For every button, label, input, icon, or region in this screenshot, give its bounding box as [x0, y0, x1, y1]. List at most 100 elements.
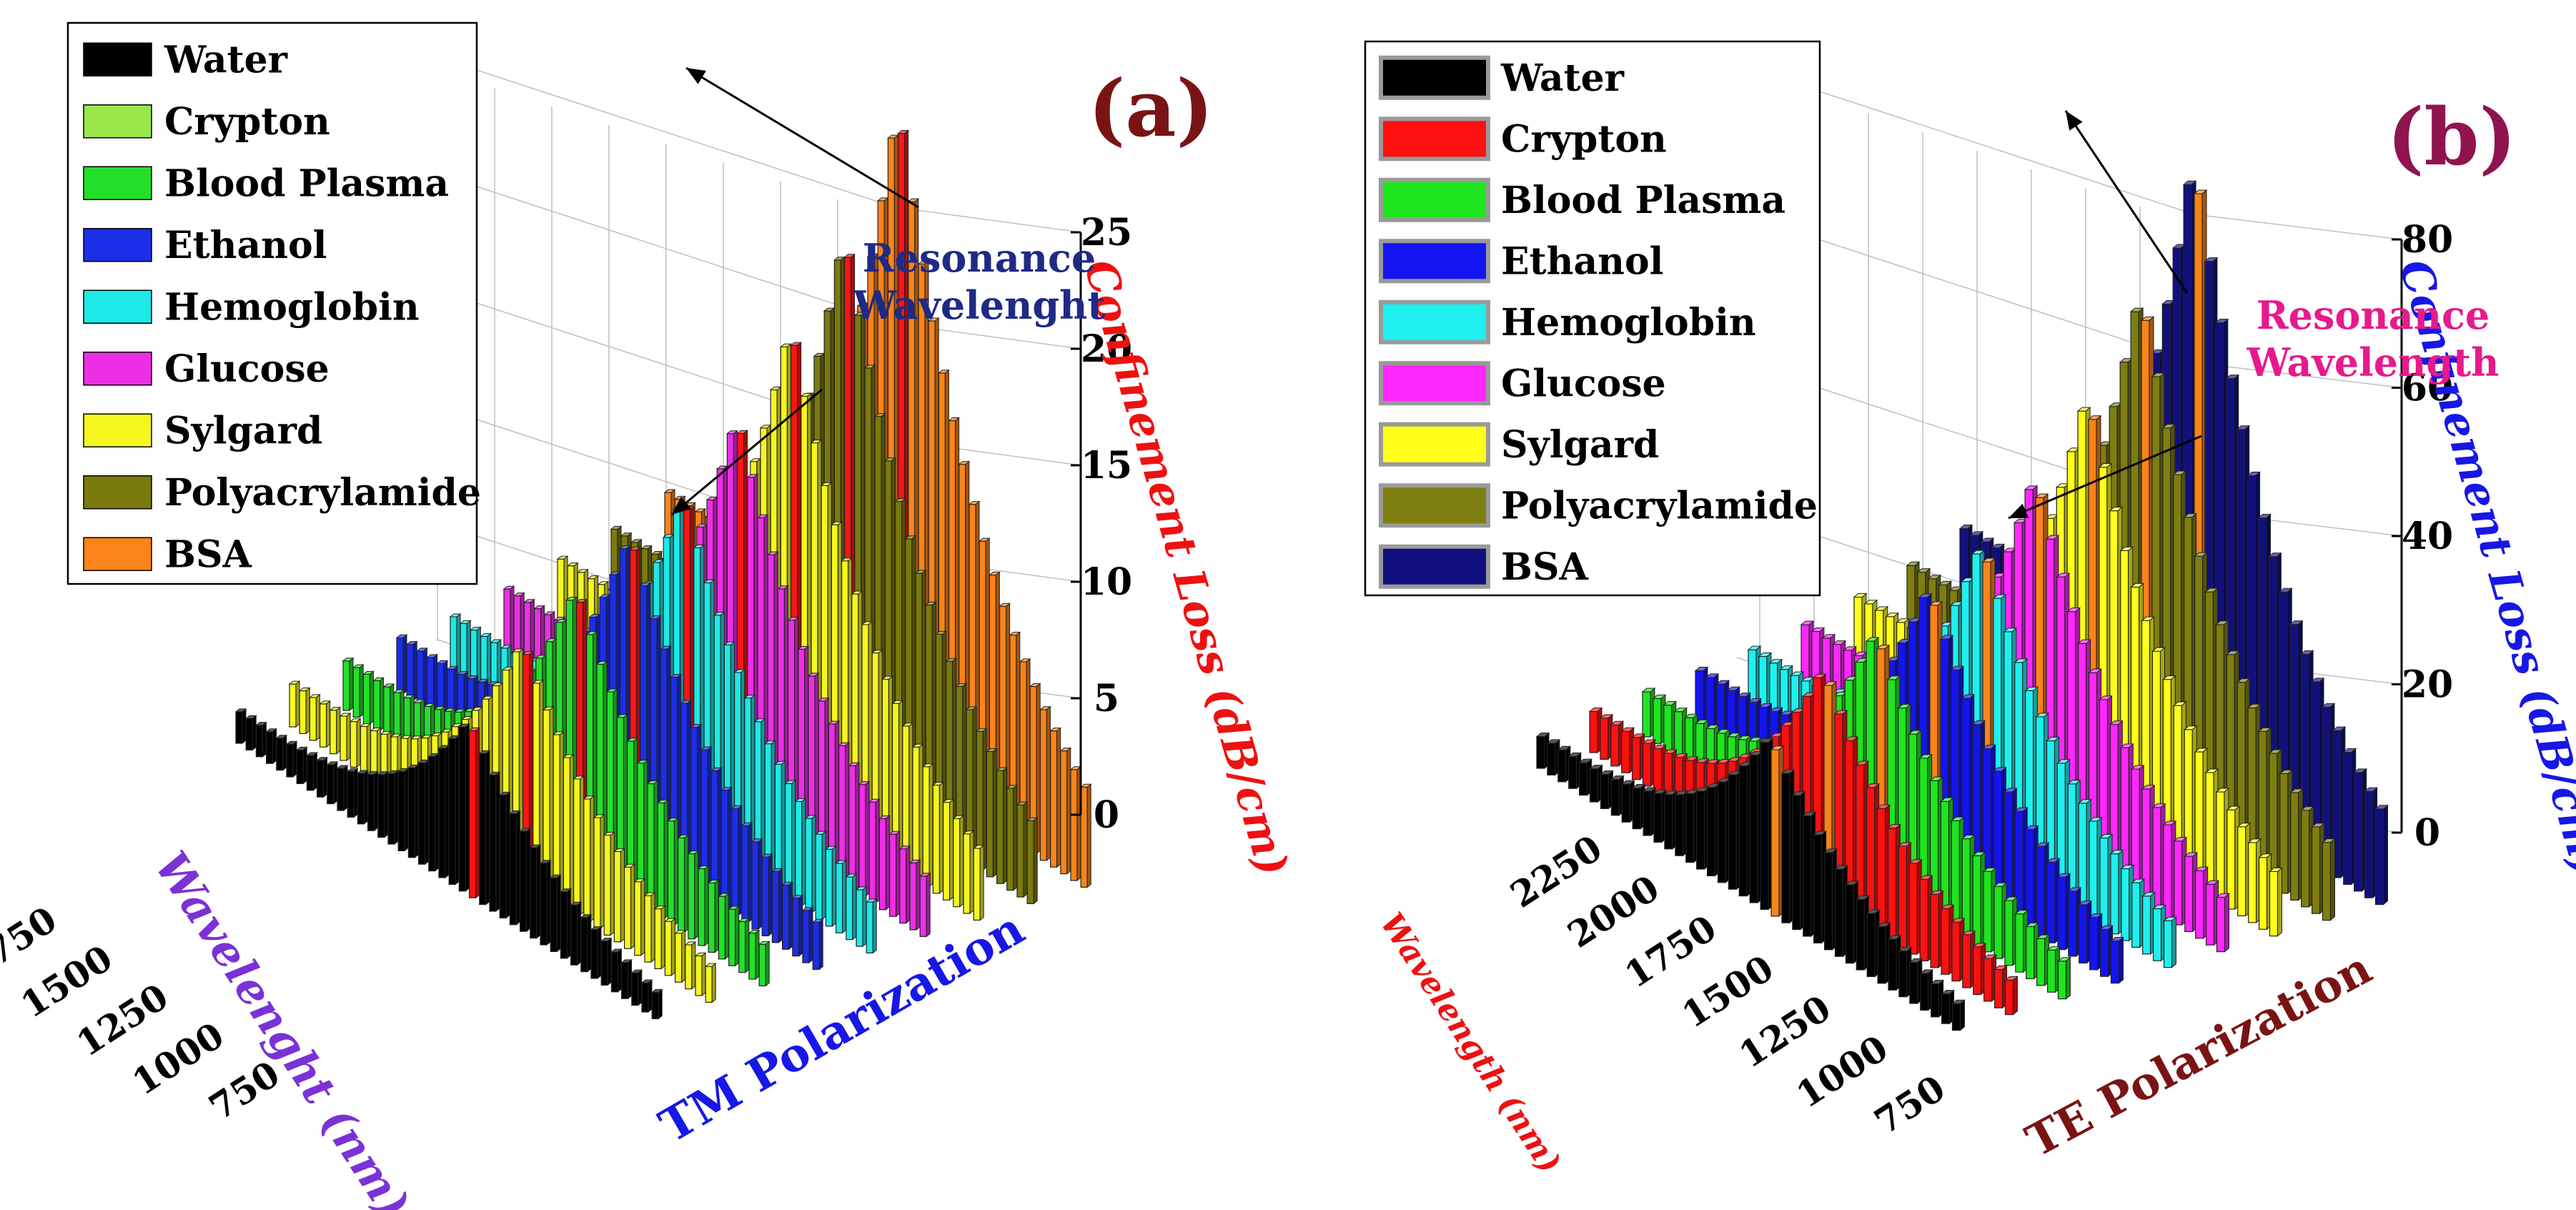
bar	[838, 742, 851, 884]
bar	[931, 781, 944, 894]
bar	[382, 683, 395, 738]
legend-swatch	[1379, 55, 1490, 100]
legend-label: Crypton	[1501, 117, 1667, 161]
bar	[845, 873, 858, 941]
bar	[427, 753, 440, 872]
legend-label: BSA	[164, 532, 252, 576]
legend-swatch	[1379, 239, 1490, 284]
annotation-arrow	[2008, 435, 2202, 520]
series-ribbons	[234, 129, 1092, 1020]
legend-entry: Glucose	[1379, 361, 1666, 406]
legend-entry: Water	[1379, 55, 1625, 100]
bar	[2057, 956, 2071, 1000]
bar	[811, 918, 824, 971]
bar	[942, 798, 955, 901]
bar	[694, 952, 707, 997]
bar	[728, 906, 740, 967]
bar	[972, 844, 985, 921]
bar	[295, 746, 308, 785]
bar	[2269, 867, 2283, 937]
bar	[687, 850, 700, 940]
bar	[362, 670, 375, 725]
bar	[1006, 784, 1019, 891]
bar	[730, 805, 743, 917]
bar	[620, 958, 633, 1000]
bar	[298, 687, 311, 735]
bar	[646, 780, 659, 913]
legend-label: Water	[164, 38, 288, 81]
bar	[407, 764, 420, 858]
legend-label: Polyacrylamide	[1501, 484, 1818, 527]
legend-entry: Ethanol	[83, 224, 327, 267]
bar	[761, 853, 773, 937]
series-water	[234, 708, 663, 1020]
bar	[2374, 804, 2389, 906]
legend-entry: Blood Plasma	[1379, 177, 1785, 222]
bar	[881, 675, 893, 861]
x-tick-label: 750	[1867, 1067, 1953, 1143]
legend-label: Crypton	[164, 100, 330, 144]
bar	[962, 830, 975, 915]
bar	[329, 706, 342, 755]
legend-swatch	[83, 42, 152, 76]
bar	[359, 723, 372, 775]
legend-label: BSA	[1501, 545, 1589, 589]
bar	[868, 798, 881, 904]
legend: Water Crypton Blood Plasma Ethanol Hemoglobi…	[66, 21, 481, 585]
legend-entry: Glucose	[83, 347, 330, 391]
y-axis: 0 5 10 15 20 25	[1071, 211, 1132, 837]
bar	[275, 734, 288, 771]
y-axis: 0 20 40 60 80	[2392, 218, 2453, 855]
bar	[750, 838, 763, 931]
bar	[539, 859, 552, 946]
bar	[630, 969, 643, 1006]
bar	[562, 753, 575, 909]
legend-label: Sylgard	[1501, 423, 1659, 467]
bar	[707, 879, 720, 953]
bar	[254, 721, 267, 758]
bar	[985, 748, 998, 878]
bar	[817, 697, 830, 871]
legend-label: Ethanol	[1501, 239, 1663, 283]
annotation-arrow	[671, 388, 823, 516]
y-tick-label: 80	[2402, 218, 2453, 262]
bar	[549, 874, 562, 953]
legend-entry: Crypton	[1379, 116, 1667, 162]
bar	[478, 750, 491, 906]
legend-swatch	[1379, 483, 1490, 528]
bar	[891, 700, 904, 868]
bar	[748, 929, 761, 981]
bar	[446, 665, 459, 729]
bar	[771, 868, 783, 943]
bar	[911, 743, 924, 881]
y-tick-label: 60	[2402, 367, 2453, 410]
bar	[700, 746, 713, 897]
legend-entry: Polyacrylamide	[1379, 483, 1818, 528]
bar	[740, 822, 753, 923]
legend-swatch	[83, 352, 152, 386]
bar	[288, 680, 301, 728]
bar	[285, 740, 298, 778]
bar	[405, 640, 418, 702]
bar	[415, 647, 428, 708]
legend-label: Sylgard	[164, 409, 322, 452]
legend-swatch	[1379, 116, 1490, 162]
x-axis-title: Wavelength (nm)	[1373, 906, 1568, 1179]
bar	[1026, 817, 1039, 905]
bar	[835, 860, 848, 934]
bar	[674, 929, 687, 983]
bar	[643, 892, 656, 963]
bar	[356, 769, 369, 825]
legend-entry: Water	[83, 38, 288, 81]
legend-entry: Hemoglobin	[1379, 299, 1756, 344]
legend-label: Polyacrylamide	[164, 471, 481, 515]
bar	[996, 766, 1009, 885]
panel-a: 7501000125015001750200022500510152025TM …	[0, 21, 1298, 1210]
y-tick-label: 0	[2414, 811, 2440, 855]
bar	[921, 763, 934, 888]
legend-entry: BSA	[1379, 544, 1589, 589]
annotation-arrow	[2064, 110, 2189, 294]
legend-swatch	[83, 289, 152, 324]
bar	[583, 795, 595, 923]
bar	[952, 815, 965, 908]
